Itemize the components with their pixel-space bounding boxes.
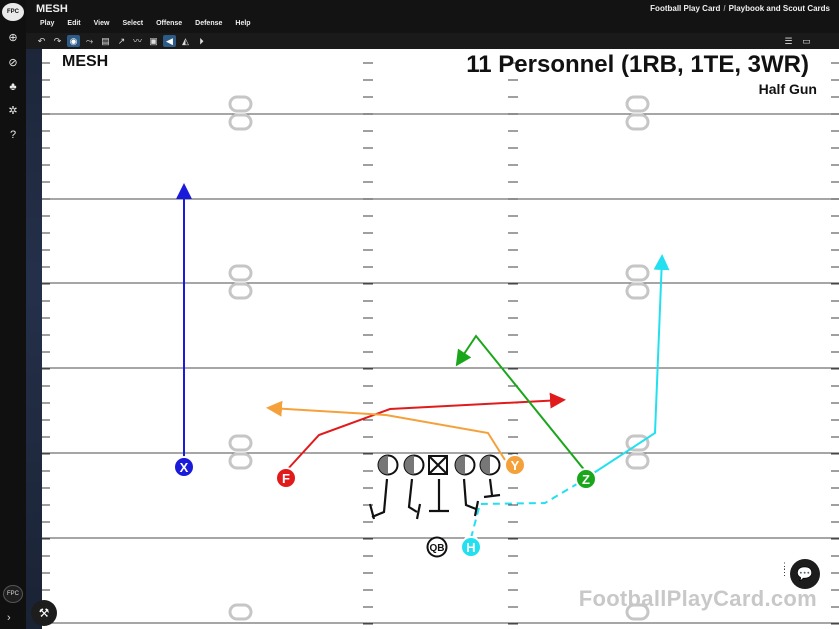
menu-view[interactable]: View: [93, 20, 110, 27]
lineman-lg[interactable]: [403, 454, 425, 476]
breadcrumb: Football Play Card / Playbook and Scout Ca…: [650, 4, 830, 13]
list-icon[interactable]: ☰: [784, 36, 793, 46]
undo-icon[interactable]: ↶: [37, 36, 46, 46]
lineman-rg[interactable]: [454, 454, 476, 476]
player-z-label: Z: [582, 472, 590, 487]
blocking-marks: [368, 478, 501, 520]
hash-marks: [42, 62, 839, 625]
y-route[interactable]: [266, 400, 506, 461]
lg-block: [415, 503, 422, 520]
play-icon[interactable]: ⏵: [199, 36, 204, 46]
lg-block: [407, 478, 418, 513]
watermark: FootballPlayCard.com: [578, 586, 817, 611]
player-y-label: Y: [511, 458, 520, 473]
yard-number: [228, 95, 650, 621]
player-h-label: H: [466, 540, 475, 555]
personnel-title: 11 Personnel (1RB, 1TE, 3WR): [466, 51, 809, 78]
breadcrumb-item-current[interactable]: Playbook and Scout Cards: [728, 4, 830, 13]
player-f-label: F: [282, 471, 290, 486]
triangle-right-icon[interactable]: ◭: [182, 36, 189, 46]
player-f[interactable]: F: [275, 467, 297, 489]
player-x[interactable]: X: [173, 456, 195, 478]
rg-block: [473, 500, 480, 517]
menu-offense[interactable]: Offense: [156, 20, 183, 27]
player-qb-label: QB: [430, 543, 445, 554]
zigzag-icon[interactable]: 〰: [132, 36, 142, 46]
lt-block: [371, 478, 389, 519]
top-bar: MESH Football Play Card / Playbook and Sco…: [26, 0, 839, 33]
player-z[interactable]: Z: [575, 468, 597, 490]
chat-icon[interactable]: 💬: [790, 559, 820, 589]
toolbar: ↶ ↷ ◉ ⤳ ▤ ↗ 〰 ▣ ◀ ◭ ⏵ ☰ ▭: [26, 33, 839, 49]
window-icon[interactable]: ▭: [802, 36, 811, 46]
menu-help[interactable]: Help: [235, 20, 251, 27]
player-y[interactable]: Y: [504, 454, 526, 476]
redo-icon[interactable]: ↷: [53, 36, 62, 46]
app-logo-bottom: FPC: [3, 585, 23, 603]
f-route[interactable]: [285, 392, 566, 472]
offensive-line: [377, 454, 501, 476]
rt-block: [488, 478, 494, 496]
left-rail: FPC ⊕ ⊘ ♣ ✲ ? FPC ›: [0, 0, 26, 629]
select-icon[interactable]: ◉: [67, 35, 80, 47]
plus-circle-icon[interactable]: ⊕: [8, 32, 18, 44]
tools-icon[interactable]: ⚒: [31, 600, 57, 626]
expand-rail-icon[interactable]: ›: [7, 612, 11, 624]
player-h[interactable]: H: [460, 536, 482, 558]
settings-icon[interactable]: ✲: [8, 105, 18, 117]
team-icon[interactable]: ♣: [9, 81, 17, 93]
z-route[interactable]: [455, 334, 587, 473]
app-logo: FPC: [2, 3, 24, 21]
menu-edit[interactable]: Edit: [67, 20, 81, 27]
triangle-left-icon[interactable]: ◀: [163, 35, 176, 47]
window-title: MESH: [36, 3, 68, 15]
yard-numbers: [228, 95, 650, 621]
note-icon[interactable]: ▤: [101, 36, 110, 46]
lineman-center[interactable]: [428, 455, 448, 475]
rg-block: [462, 478, 477, 511]
h-route[interactable]: [585, 254, 670, 479]
drag-handle-icon[interactable]: ⋮ ⋮: [780, 561, 789, 577]
lt-block: [368, 503, 376, 520]
player-qb[interactable]: QB: [426, 536, 448, 558]
rt-block: [483, 493, 501, 499]
play-name: MESH: [62, 53, 109, 70]
save-icon[interactable]: ▣: [149, 36, 158, 46]
help-icon[interactable]: ?: [9, 129, 17, 141]
route-icon[interactable]: ⤳: [85, 36, 94, 46]
formation-label: Half Gun: [758, 81, 817, 97]
field-diagram: X F Y Z H QB: [42, 62, 839, 625]
play-field[interactable]: X F Y Z H QB MESH 11 Personnel (1RB, 1TE…: [42, 49, 839, 629]
player-x-label: X: [180, 460, 189, 475]
arrow-icon[interactable]: ↗: [117, 36, 126, 46]
menu-select[interactable]: Select: [122, 20, 144, 27]
breadcrumb-separator: /: [723, 4, 726, 13]
menu-play[interactable]: Play: [40, 20, 55, 27]
h-motion[interactable]: [470, 474, 593, 539]
lineman-rt[interactable]: [479, 454, 501, 476]
lineman-lt[interactable]: [377, 454, 399, 476]
football-icon[interactable]: ⊘: [8, 57, 18, 69]
breadcrumb-item-home[interactable]: Football Play Card: [650, 4, 721, 13]
menu-defense[interactable]: Defense: [195, 20, 223, 27]
menu-bar: Play Edit View Select Offense Defense He…: [40, 20, 251, 27]
